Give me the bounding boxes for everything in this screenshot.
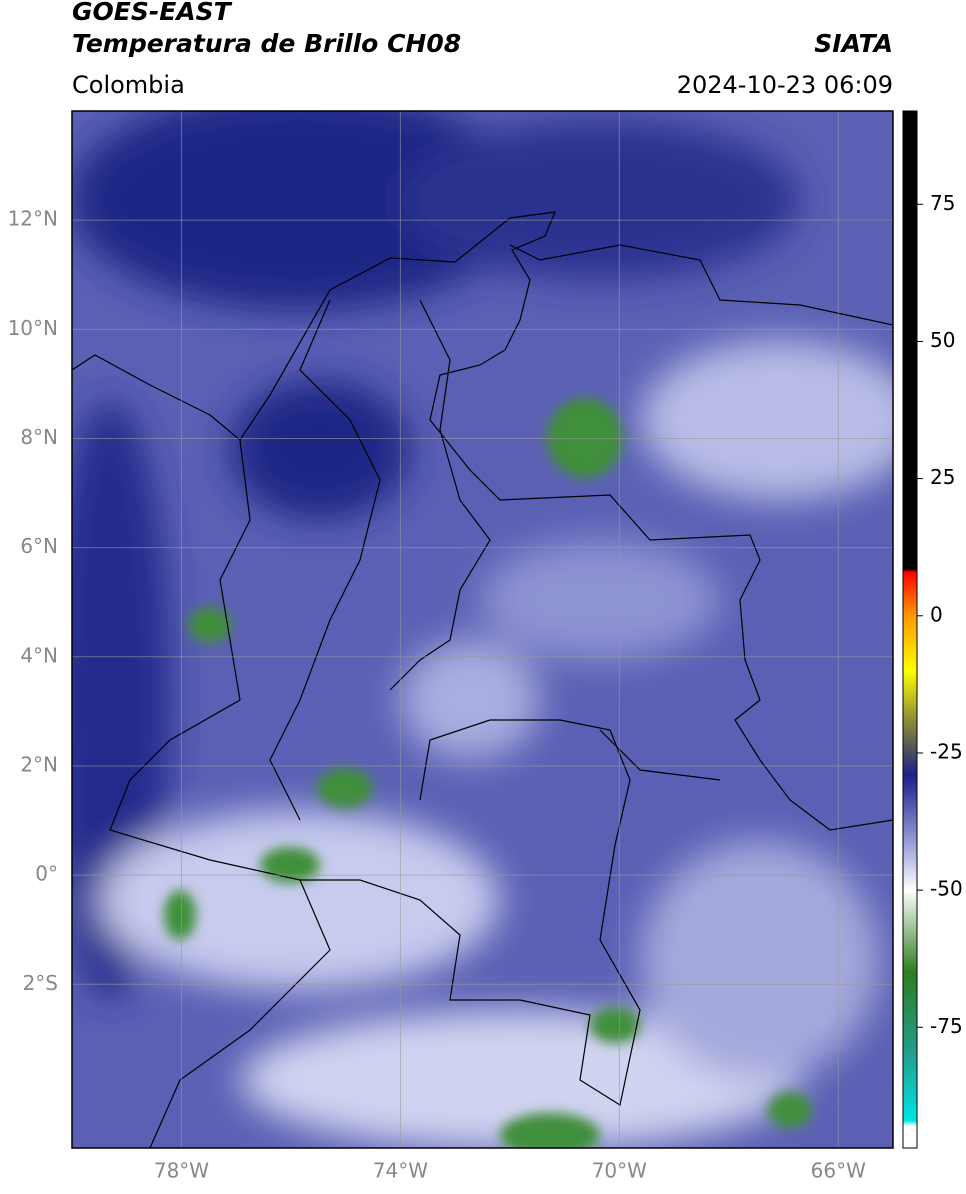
title: GOES-EAST [72, 0, 233, 26]
datetime: 2024-10-23 06:09 [677, 71, 893, 99]
x-tick-label: 74°W [373, 1159, 428, 1183]
colorbar-tick-label: -50 [930, 877, 963, 901]
y-tick-label: 10°N [8, 316, 58, 340]
x-tick-label: 78°W [154, 1159, 209, 1183]
y-tick-label: 2°S [23, 971, 58, 995]
department-border [269, 299, 721, 821]
y-tick-label: 4°N [20, 643, 58, 667]
x-tick-label: 70°W [592, 1159, 647, 1183]
colorbar-tick-label: 50 [930, 328, 955, 352]
colorbar-tick-label: -25 [930, 739, 963, 763]
border [149, 879, 331, 1148]
colorbar-tick-label: 25 [930, 465, 955, 489]
colorbar-tick-label: 75 [930, 191, 955, 215]
source: SIATA [814, 29, 893, 58]
x-tick-label: 66°W [811, 1159, 866, 1183]
subtitle: Temperatura de Brillo CH08 [72, 29, 461, 58]
colorbar-tick-label: 0 [930, 602, 943, 626]
satellite-image [72, 111, 893, 1148]
y-tick-label: 0° [35, 862, 58, 886]
coastline [509, 244, 893, 326]
y-tick-label: 8°N [20, 425, 58, 449]
border [72, 211, 893, 831]
y-tick-label: 6°N [20, 534, 58, 558]
y-tick-label: 2°N [20, 752, 58, 776]
colorbar-tick-label: -75 [930, 1014, 963, 1038]
map-frame [71, 110, 894, 1149]
colorbar [902, 110, 918, 1149]
y-tick-label: 12°N [8, 207, 58, 231]
region: Colombia [72, 71, 185, 99]
